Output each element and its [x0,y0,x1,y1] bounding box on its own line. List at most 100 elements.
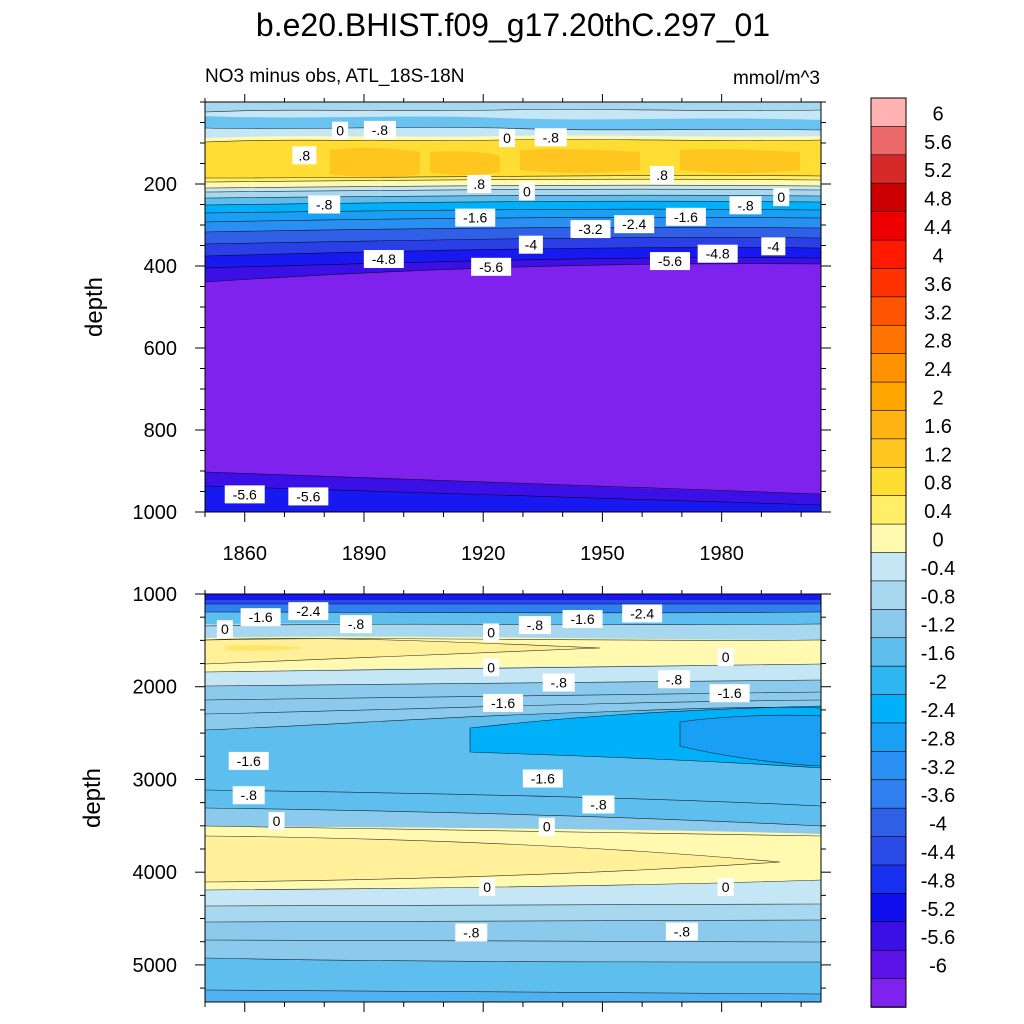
colorbar-box [870,893,907,923]
contour-label: -1.6 [665,207,706,226]
y-tick-label: 1000 [133,584,178,606]
contour-label: -2.4 [288,602,329,621]
colorbar-label: -4 [929,814,947,836]
colorbar-box [870,353,907,383]
lower-x-ticks [204,586,802,1012]
y-tick-label: 800 [144,420,177,442]
contour-label-bg [761,237,786,256]
contour-label: -5.6 [649,252,690,271]
colorbar-label: -1.2 [921,615,955,637]
colorbar-label: -2.8 [921,728,955,750]
contour-label-bg [363,250,404,269]
contour-label-text: -2.4 [630,605,654,621]
contour-label-text: -.8 [551,675,568,691]
contour-label: -5.6 [224,485,265,504]
colorbar-label: -2.4 [921,700,955,722]
colorbar-box [870,523,907,554]
contour-label: -4 [761,237,786,256]
colorbar-box [870,495,907,525]
colorbar-box [870,466,907,497]
contour-label-bg [483,693,524,712]
contour-label-text: -1.6 [674,209,698,225]
y-tick-label: 3000 [133,769,178,791]
lower-y-ticks: 1000 2000 3000 4000 5000 [133,584,831,989]
x-tick-label: 1950 [580,543,625,565]
contour-label-bg [232,786,265,805]
colorbar: 6 5.6 5.2 4.8 4.4 4 3.6 3.2 2.8 2.4 2 1.6 1.2 0.8 0.4 0… [870,97,955,1008]
contour-label-text: -5.6 [296,488,320,504]
contour-label-text: -.8 [590,796,607,812]
contour-label: 0 [717,648,734,667]
x-tick-label: 1860 [222,543,267,565]
contour-label: -4.8 [363,250,404,269]
contour-label: -.8 [534,128,567,147]
contour-label-bg [483,623,500,642]
contour-label-text: .8 [299,147,311,163]
contour-label-text: -1.6 [463,210,487,226]
contour-label: .8 [650,165,675,184]
contour-label-bg [717,878,734,897]
colorbar-label: -6 [929,956,947,978]
y-tick-label: 1000 [133,502,178,524]
contour-label: -.8 [455,923,488,942]
contour-label: 0 [773,188,790,207]
contour-label-bg [534,128,567,147]
contour-label: -1.6 [240,608,281,627]
contour-label-text: 0 [523,183,531,199]
colorbar-label: 5.6 [924,132,952,154]
contour-label-bg [657,670,690,689]
colorbar-label: 4.4 [924,217,952,239]
contour-label-bg [292,146,317,165]
chart-title: b.e20.BHIST.f09_g17.20thC.297_01 [256,7,770,43]
contour-label-bg [665,922,698,941]
contour-label-bg [518,182,535,201]
upper-y-ticks: 200 400 600 800 1000 [133,101,831,524]
y-tick-label: 5000 [133,955,178,977]
colorbar-label: -0.4 [921,558,955,580]
colorbar-label: 3.2 [924,302,952,324]
contour-label-bg [288,602,329,621]
contour-label-bg [773,188,790,207]
x-tick-label: 1920 [461,543,506,565]
colorbar-label: -1.6 [921,643,955,665]
contour-label-text: -2.4 [622,216,646,232]
colorbar-label: 4.8 [924,189,952,211]
contour-label-text: -.8 [666,671,683,687]
contour-label-bg [499,129,516,148]
contour-label: -.8 [657,670,690,689]
colorbar-box [870,438,907,469]
contour-label: -2.4 [614,215,655,234]
contour-label-text: 0 [722,649,730,665]
contour-label-bg [649,252,690,271]
colorbar-label: 3.6 [924,274,952,296]
contour-label-text: -1.6 [531,771,555,787]
colorbar-box [870,637,907,667]
contour-label-bg [483,658,500,677]
lower-contour-labels: -1.6 -2.4 0 -.8 0 -.8 -1.6 -2.4 0 0 -.8 -.8 -1.6 -1.6… [216,602,750,942]
contour-label: 0 [518,182,535,201]
contour-label-bg [268,812,285,831]
contour-label-bg [570,220,611,239]
contour-label-bg [224,485,265,504]
contour-label-text: 0 [483,879,491,895]
colorbar-label: 1.2 [924,444,952,466]
contour-label: -1.6 [562,610,603,629]
contour-label-text: -.8 [463,924,480,940]
colorbar-box [870,779,907,809]
upper-panel: 1860 1890 1920 1950 1980 200 400 600 800 1000 0 -… [81,94,831,565]
lower-y-axis-label: depth [79,768,106,828]
colorbar-box [870,751,907,781]
contour-label-bg [650,165,675,184]
contour-label-text: -4 [767,238,780,254]
contour-label-bg [216,620,233,639]
contour-label-bg [614,215,655,234]
colorbar-box [870,154,907,185]
contour-label-bg [538,817,555,836]
colorbar-box [870,807,907,838]
colorbar-label: 4 [932,245,943,267]
contour-label-bg [665,207,706,226]
colorbar-label: 2 [932,387,943,409]
contour-label: -.8 [729,196,762,215]
